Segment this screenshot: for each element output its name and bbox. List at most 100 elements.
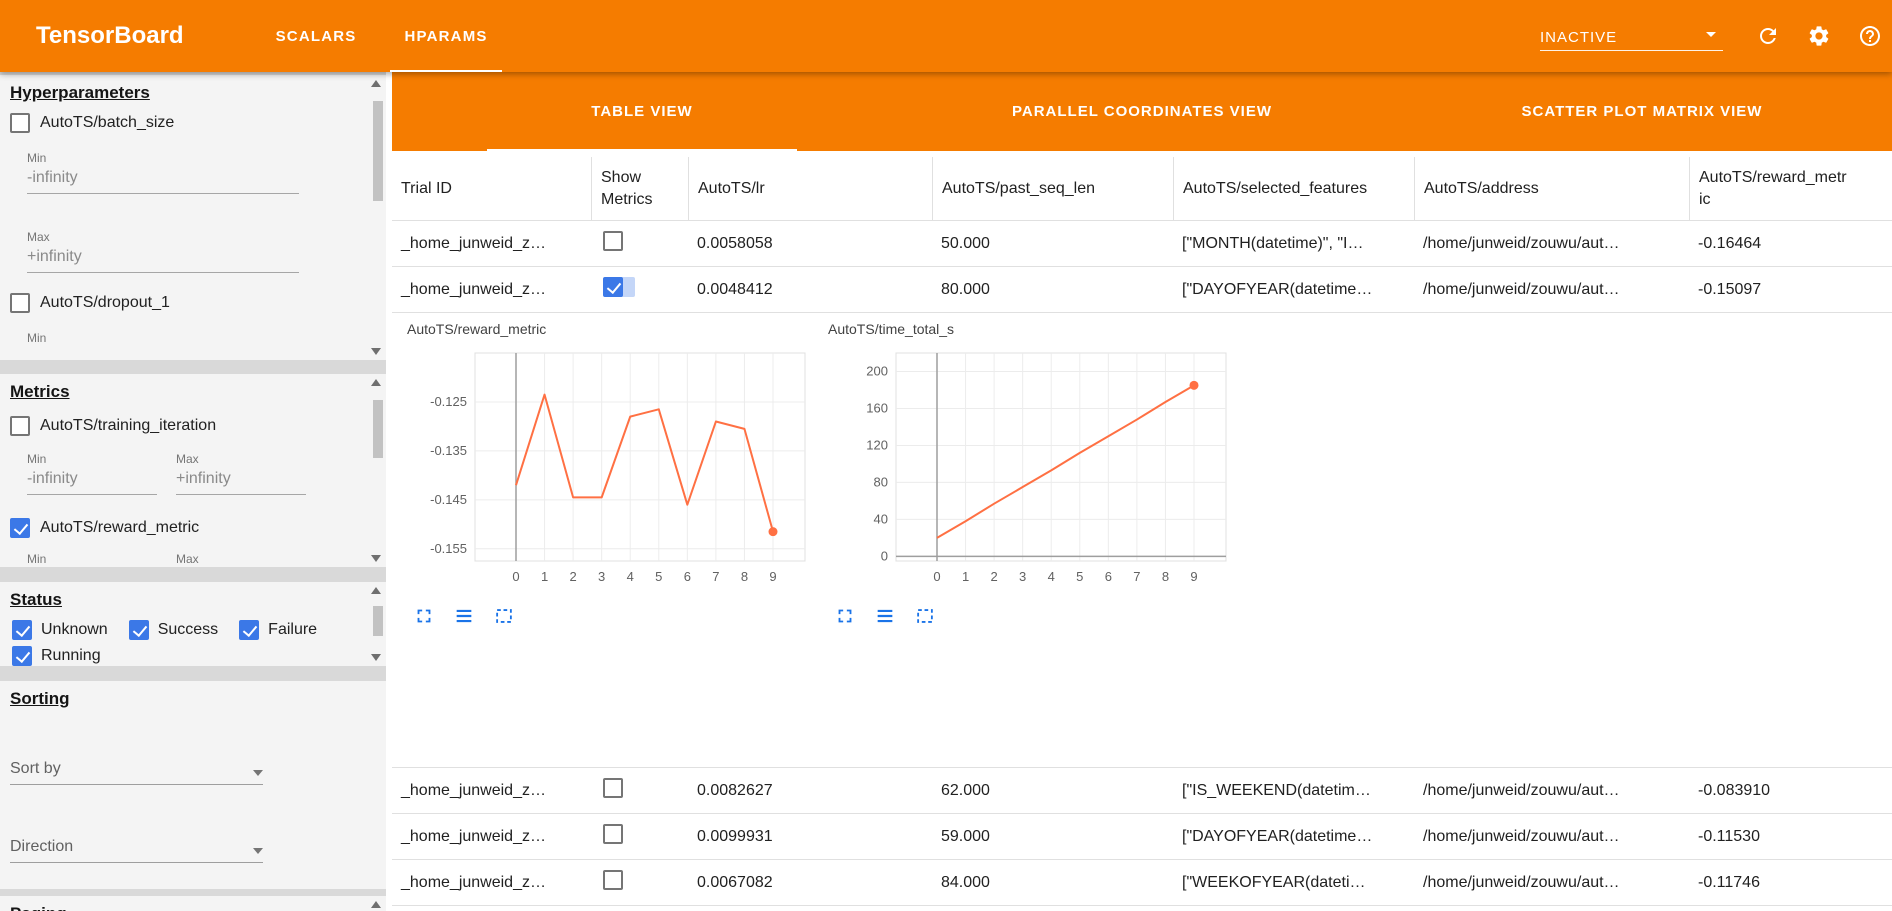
- active-view-underline: [487, 149, 797, 151]
- hparam-item-batch-size: AutoTS/batch_size: [10, 113, 174, 133]
- column-header-show-metrics: Show Metrics: [591, 157, 688, 220]
- status-filter-row: Running: [12, 646, 101, 666]
- reward-metric-cell: -0.15097: [1698, 280, 1762, 298]
- column-header-address: AutoTS/address: [1414, 157, 1689, 220]
- scroll-up-arrow[interactable]: [371, 379, 381, 386]
- svg-text:200: 200: [866, 363, 888, 378]
- section-sorting: Sorting Sort by Direction: [0, 681, 386, 889]
- status-item-failure: Failure: [239, 620, 317, 640]
- line-list-icon[interactable]: [874, 605, 896, 627]
- svg-text:2: 2: [990, 569, 997, 584]
- scroll-up-arrow[interactable]: [371, 901, 381, 908]
- marquee-select-icon[interactable]: [914, 605, 936, 627]
- address-cell: /home/junweid/zouwu/aut…: [1423, 280, 1620, 298]
- status-dropdown[interactable]: INACTIVE: [1540, 22, 1723, 51]
- training-iteration-min-input[interactable]: [27, 470, 157, 495]
- svg-text:6: 6: [684, 569, 691, 584]
- dropout-1-checkbox[interactable]: [10, 293, 30, 313]
- svg-text:0: 0: [933, 569, 940, 584]
- hparam-item-dropout-1: AutoTS/dropout_1: [10, 293, 170, 313]
- show-metrics-checkbox[interactable]: [603, 824, 623, 844]
- status-success-label: Success: [157, 621, 219, 638]
- show-metrics-cell: [591, 824, 688, 849]
- chart-toolbar: [826, 605, 1247, 627]
- table-row: _home_junweid_z… 0.0082627 62.000 ["IS_W…: [392, 768, 1892, 814]
- trial-id-cell: _home_junweid_z…: [401, 873, 546, 891]
- tab-scatter-plot-matrix-label: SCATTER PLOT MATRIX VIEW: [1521, 103, 1763, 120]
- table-header-row: Trial ID Show Metrics AutoTS/lr AutoTS/p…: [392, 157, 1892, 221]
- status-filter-row: Unknown Success Failure: [12, 620, 317, 640]
- status-success-checkbox[interactable]: [128, 620, 149, 640]
- batch-size-min-input[interactable]: [27, 169, 299, 194]
- status-running-checkbox[interactable]: [12, 646, 32, 666]
- status-item-running: Running: [12, 646, 101, 666]
- training-iteration-checkbox[interactable]: [10, 416, 30, 436]
- fullscreen-icon[interactable]: [413, 605, 435, 627]
- show-metrics-checkbox[interactable]: [603, 231, 623, 251]
- tab-hparams[interactable]: HPARAMS: [380, 0, 511, 72]
- time-total-line-chart[interactable]: 200 160 120 80 40 0 0 1 2 3 4 5 6 7 8 9: [826, 343, 1246, 593]
- show-metrics-checkbox[interactable]: [603, 778, 623, 798]
- scroll-down-arrow[interactable]: [371, 348, 381, 355]
- reward-metric-chart-card: AutoTS/reward_metric -0.125 -0.135 -0.145-…: [405, 321, 826, 627]
- min-field-label: Min: [27, 151, 47, 165]
- trial-id-cell: _home_junweid_z…: [401, 280, 546, 298]
- show-metrics-cell: [591, 870, 688, 895]
- max-field-label: Max: [176, 552, 199, 566]
- column-header-reward-metric: AutoTS/reward_metric: [1689, 157, 1892, 220]
- svg-text:0: 0: [881, 548, 888, 563]
- min-field-label: Min: [27, 552, 47, 566]
- reward-metric-cell: -0.16464: [1698, 234, 1762, 252]
- paging-heading: Paging: [10, 904, 67, 911]
- status-unknown-checkbox[interactable]: [12, 620, 32, 640]
- svg-text:5: 5: [1076, 569, 1083, 584]
- hyperparameters-heading: Hyperparameters: [10, 83, 150, 102]
- svg-text:80: 80: [874, 474, 888, 489]
- toolbar-actions: INACTIVE: [1540, 22, 1892, 51]
- refresh-icon[interactable]: [1756, 24, 1780, 48]
- settings-icon[interactable]: [1807, 24, 1831, 48]
- direction-select[interactable]: Direction: [10, 829, 263, 863]
- address-cell: /home/junweid/zouwu/aut…: [1423, 873, 1620, 891]
- top-bar: TensorBoard SCALARS HPARAMS INACTIVE: [0, 0, 1892, 72]
- selected-features-cell: ["DAYOFYEAR(datetime…: [1182, 280, 1373, 298]
- show-metrics-checkbox[interactable]: [603, 277, 623, 297]
- tab-scatter-plot-matrix-view[interactable]: SCATTER PLOT MATRIX VIEW: [1392, 72, 1892, 151]
- fullscreen-icon[interactable]: [834, 605, 856, 627]
- dropdown-caret-icon: [1706, 31, 1716, 37]
- training-iteration-max-input[interactable]: [176, 470, 306, 495]
- reward-metric-line-chart[interactable]: -0.125 -0.135 -0.145 -0.155 0 1 2 3 4 5 6 7 8 9: [405, 343, 825, 593]
- sort-by-select[interactable]: Sort by: [10, 751, 263, 785]
- scroll-up-arrow[interactable]: [371, 80, 381, 87]
- section-paging: Paging: [0, 896, 386, 911]
- batch-size-checkbox[interactable]: [10, 113, 30, 133]
- batch-size-max-input[interactable]: [27, 248, 299, 273]
- show-metrics-checkbox[interactable]: [603, 870, 623, 890]
- tab-table-view[interactable]: TABLE VIEW: [392, 72, 892, 151]
- reward-metric-label: AutoTS/reward_metric: [40, 519, 200, 536]
- trial-id-cell: _home_junweid_z…: [401, 234, 546, 252]
- tab-parallel-coordinates-view[interactable]: PARALLEL COORDINATES VIEW: [892, 72, 1392, 151]
- address-cell: /home/junweid/zouwu/aut…: [1423, 781, 1620, 799]
- marquee-select-icon[interactable]: [493, 605, 515, 627]
- reward-metric-checkbox[interactable]: [10, 518, 30, 538]
- scroll-up-arrow[interactable]: [371, 587, 381, 594]
- scroll-down-arrow[interactable]: [371, 654, 381, 661]
- status-failure-checkbox[interactable]: [239, 620, 260, 640]
- table-row: _home_junweid_z… 0.0067082 84.000 ["WEEK…: [392, 860, 1892, 906]
- scroll-thumb[interactable]: [373, 606, 383, 636]
- plugin-tabs: SCALARS HPARAMS: [252, 0, 512, 72]
- column-header-past-seq-len: AutoTS/past_seq_len: [932, 157, 1173, 220]
- tab-scalars[interactable]: SCALARS: [252, 0, 381, 72]
- selected-features-cell: ["DAYOFYEAR(datetime…: [1182, 827, 1373, 845]
- svg-text:-0.155: -0.155: [430, 541, 467, 556]
- scroll-thumb[interactable]: [373, 101, 383, 201]
- svg-text:120: 120: [866, 437, 888, 452]
- lr-cell: 0.0048412: [697, 280, 773, 298]
- scroll-thumb[interactable]: [373, 400, 383, 458]
- scroll-down-arrow[interactable]: [371, 555, 381, 562]
- line-list-icon[interactable]: [453, 605, 475, 627]
- past-seq-len-cell: 62.000: [941, 781, 990, 799]
- help-icon[interactable]: [1858, 24, 1882, 48]
- trial-id-cell: _home_junweid_z…: [401, 781, 546, 799]
